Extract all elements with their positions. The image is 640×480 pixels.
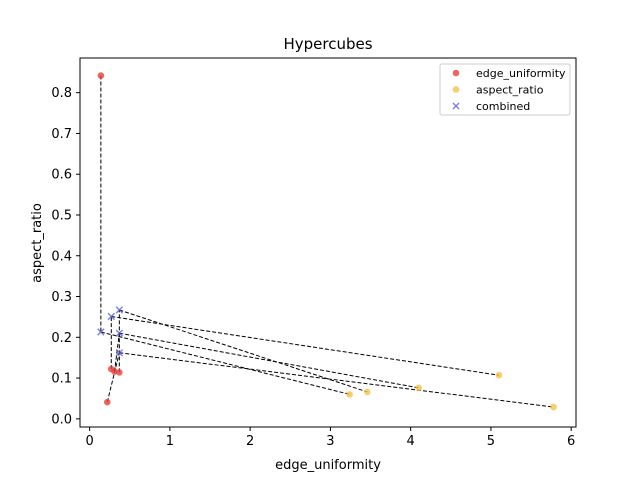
legend-label-combined: combined (476, 100, 530, 113)
point-aspect-ratio-2 (415, 384, 422, 392)
connector-lines (100, 75, 554, 408)
point-aspect-ratio-0 (346, 391, 353, 398)
y-tick-label: 0.6 (51, 168, 72, 183)
x-axis-label: edge_uniformity (275, 458, 381, 473)
connector-line-9 (119, 309, 368, 393)
x-tick-label: 4 (407, 434, 415, 449)
connector-line-6 (119, 352, 554, 408)
connector-line-1 (106, 352, 120, 403)
y-tick-label: 0.1 (51, 372, 72, 387)
point-aspect-ratio-1 (364, 388, 371, 396)
point-edge-uniformity-1 (103, 398, 111, 406)
chart-title: Hypercubes (283, 35, 372, 53)
y-tick-label: 0.3 (51, 290, 72, 305)
connector-line-3 (114, 333, 120, 372)
legend-marker-edge-uniformity (452, 69, 460, 77)
point-combined-0 (97, 328, 105, 336)
y-tick-label: 0.5 (51, 208, 72, 223)
point-combined-1 (107, 312, 115, 321)
connector-line-7 (111, 316, 500, 376)
point-combined-4 (115, 329, 124, 337)
y-axis-label: aspect_ratio (30, 203, 45, 283)
legend-label-edge-uniformity: edge_uniformity (476, 67, 566, 80)
point-edge-uniformity-4 (116, 369, 123, 376)
x-tick-label: 6 (567, 434, 575, 449)
x-axis-ticks: 0 1 2 3 4 5 6 (85, 427, 575, 449)
legend-marker-combined (452, 102, 460, 110)
y-tick-label: 0.4 (51, 249, 72, 264)
x-tick-label: 2 (246, 434, 254, 449)
y-tick-label: 0.7 (51, 127, 72, 142)
y-axis-ticks: 0.0 0.1 0.2 0.3 0.4 0.5 0.6 0.7 0.8 (51, 86, 80, 427)
data-points (97, 72, 557, 411)
legend: edge_uniformity aspect_ratio combined (439, 63, 571, 116)
x-tick-label: 5 (487, 434, 495, 449)
x-tick-label: 0 (85, 434, 93, 449)
point-combined-3 (115, 349, 124, 357)
legend-box (439, 63, 571, 116)
legend-marker-aspect-ratio (452, 86, 460, 93)
connector-line-8 (119, 332, 419, 389)
point-combined-2 (115, 306, 124, 314)
y-tick-label: 0.0 (51, 412, 72, 427)
point-aspect-ratio-4 (550, 403, 557, 411)
y-tick-label: 0.8 (51, 86, 72, 101)
x-tick-label: 1 (166, 434, 174, 449)
x-tick-label: 3 (326, 434, 334, 449)
plot-frame (79, 57, 577, 428)
point-edge-uniformity-0 (97, 72, 105, 79)
legend-label-aspect-ratio: aspect_ratio (476, 84, 544, 97)
y-tick-label: 0.2 (51, 331, 72, 346)
point-aspect-ratio-3 (495, 371, 503, 379)
connector-line-5 (100, 331, 350, 395)
